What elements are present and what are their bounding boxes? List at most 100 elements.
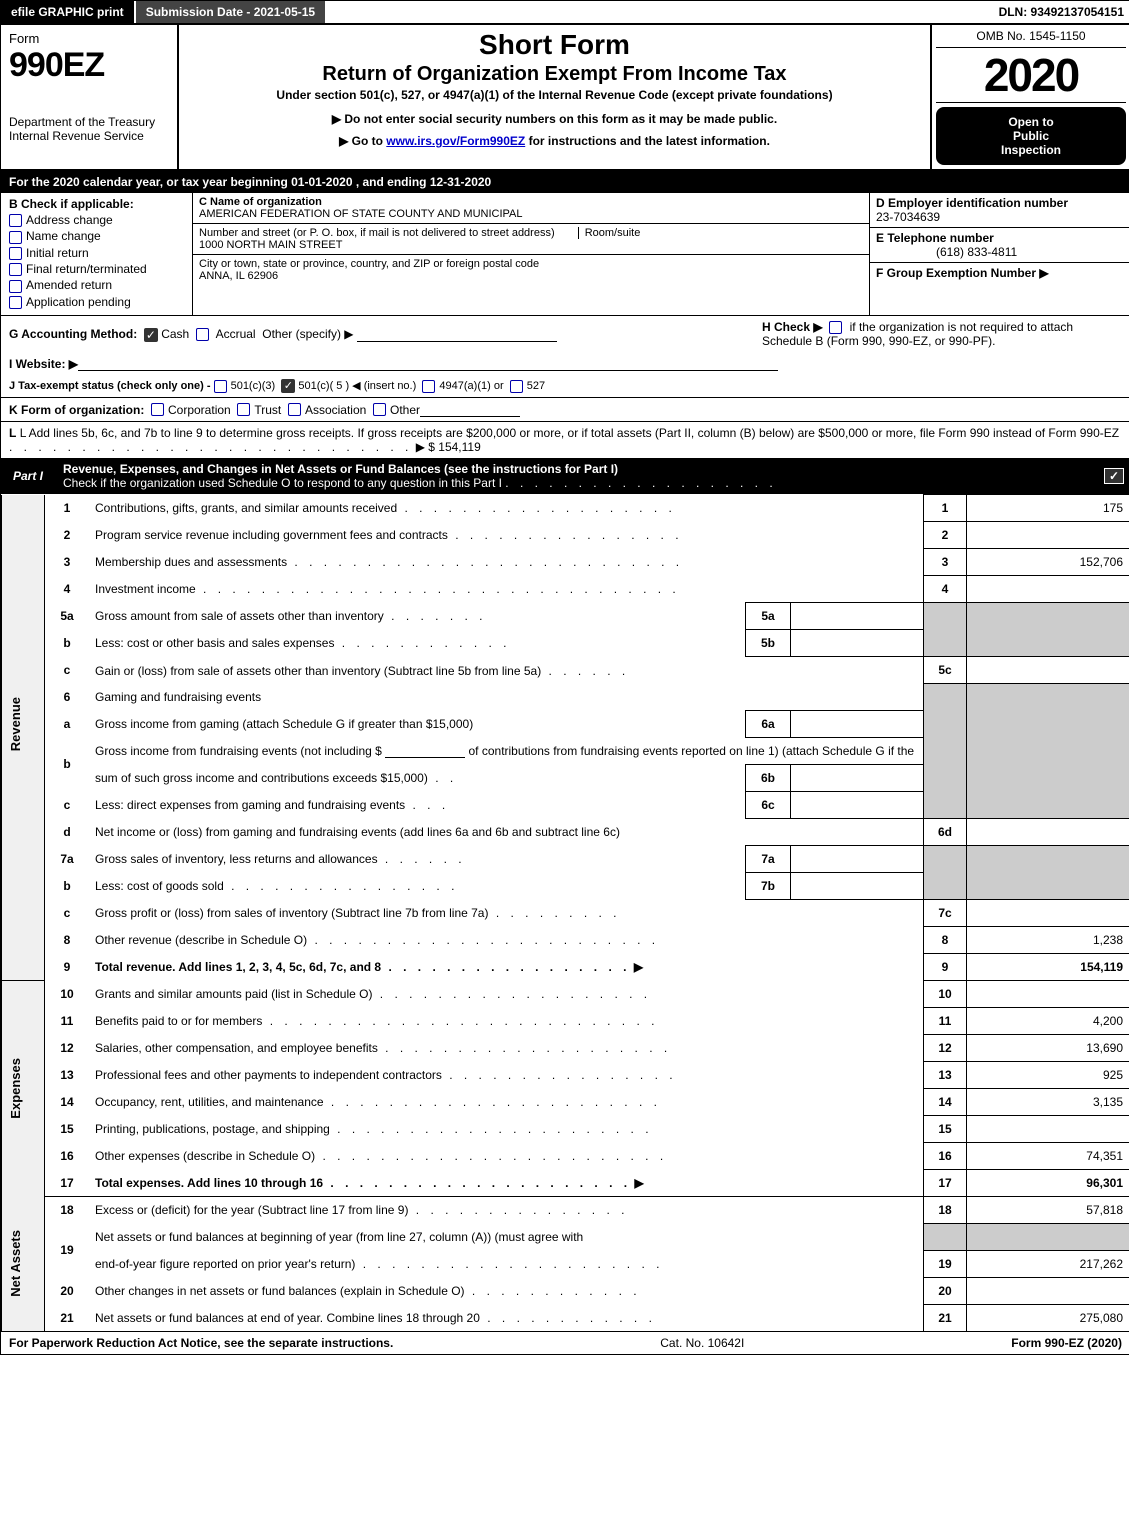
- line-16-amount: 74,351: [967, 1142, 1129, 1169]
- line-4-desc: Investment income: [95, 582, 196, 596]
- line-7b-box: 7b: [746, 872, 791, 899]
- grey-cell: [924, 845, 967, 899]
- line-19-amount: 217,262: [967, 1250, 1129, 1277]
- check-address-change[interactable]: [9, 214, 22, 227]
- line-6a-desc: Gross income from gaming (attach Schedul…: [95, 717, 473, 731]
- line-4-mid: 4: [924, 576, 967, 603]
- check-501c3[interactable]: [214, 380, 227, 393]
- check-initial-return[interactable]: [9, 247, 22, 260]
- period-row: For the 2020 calendar year, or tax year …: [1, 171, 1129, 193]
- line-5c-amount: [967, 657, 1129, 684]
- opt-trust: Trust: [254, 403, 281, 417]
- table-row: 11 Benefits paid to or for members . . .…: [2, 1007, 1129, 1034]
- line-5a-box: 5a: [746, 603, 791, 630]
- city-label: City or town, state or province, country…: [199, 258, 539, 270]
- check-trust[interactable]: [237, 403, 250, 416]
- line-5b-val: [791, 630, 924, 657]
- line-20-mid: 20: [924, 1277, 967, 1304]
- omb-number: OMB No. 1545-1150: [936, 29, 1126, 48]
- opt-cash: Cash: [161, 327, 189, 341]
- part-i-header: Part I Revenue, Expenses, and Changes in…: [1, 458, 1129, 494]
- check-527[interactable]: [510, 380, 523, 393]
- line-11-mid: 11: [924, 1007, 967, 1034]
- line-17-desc: Total expenses. Add lines 10 through 16: [95, 1176, 323, 1190]
- c-label: C Name of organization: [199, 196, 322, 208]
- line-21-desc: Net assets or fund balances at end of ye…: [95, 1311, 480, 1325]
- line-1-desc: Contributions, gifts, grants, and simila…: [95, 501, 397, 515]
- grey-cell: [967, 1223, 1129, 1250]
- line-6b-desc1: Gross income from fundraising events (no…: [95, 744, 382, 758]
- opt-address-change: Address change: [26, 213, 113, 227]
- opt-other-org: Other: [390, 403, 420, 417]
- other-specify-input[interactable]: [357, 327, 557, 342]
- line-18-amount: 57,818: [967, 1196, 1129, 1223]
- part-i-check[interactable]: ✓: [1104, 468, 1124, 484]
- line-16-num: 16: [45, 1142, 90, 1169]
- other-org-input[interactable]: [420, 402, 520, 417]
- check-association[interactable]: [288, 403, 301, 416]
- dept-treasury: Department of the Treasury: [9, 115, 169, 129]
- opt-accrual: Accrual: [216, 327, 256, 341]
- line-6b-input[interactable]: [385, 743, 465, 758]
- line-7a-val: [791, 845, 924, 872]
- line-6-num: 6: [45, 684, 90, 711]
- check-amended-return[interactable]: [9, 280, 22, 293]
- grey-cell: [967, 603, 1129, 657]
- table-row: d Net income or (loss) from gaming and f…: [2, 818, 1129, 845]
- check-application-pending[interactable]: [9, 296, 22, 309]
- table-row: 2 Program service revenue including gove…: [2, 522, 1129, 549]
- block-b: B Check if applicable: Address change Na…: [1, 193, 193, 315]
- ssn-warning: ▶ Do not enter social security numbers o…: [189, 112, 920, 126]
- k-label: K Form of organization:: [9, 403, 144, 417]
- line-3-amount: 152,706: [967, 549, 1129, 576]
- efile-print-button[interactable]: efile GRAPHIC print: [1, 1, 134, 23]
- line-13-mid: 13: [924, 1061, 967, 1088]
- check-corporation[interactable]: [151, 403, 164, 416]
- section-l: L L Add lines 5b, 6c, and 7b to line 9 t…: [1, 422, 1129, 458]
- line-6c-num: c: [45, 791, 90, 818]
- line-8-num: 8: [45, 926, 90, 953]
- check-501c[interactable]: ✓: [281, 379, 295, 393]
- line-11-amount: 4,200: [967, 1007, 1129, 1034]
- check-name-change[interactable]: [9, 231, 22, 244]
- table-row: Net Assets 18 Excess or (deficit) for th…: [2, 1196, 1129, 1223]
- footer: For Paperwork Reduction Act Notice, see …: [1, 1332, 1129, 1354]
- open-line2: Public: [940, 129, 1122, 143]
- grey-cell: [967, 684, 1129, 819]
- check-final-return[interactable]: [9, 263, 22, 276]
- line-6d-amount: [967, 818, 1129, 845]
- submission-date-box: Submission Date - 2021-05-15: [136, 1, 325, 23]
- website-input[interactable]: [78, 356, 778, 371]
- line-18-desc: Excess or (deficit) for the year (Subtra…: [95, 1203, 408, 1217]
- check-4947[interactable]: [422, 380, 435, 393]
- check-cash[interactable]: ✓: [144, 328, 158, 342]
- line-14-desc: Occupancy, rent, utilities, and maintena…: [95, 1095, 324, 1109]
- line-3-desc: Membership dues and assessments: [95, 555, 287, 569]
- goto-link-row: ▶ Go to www.irs.gov/Form990EZ for instru…: [189, 134, 920, 148]
- grey-cell: [967, 845, 1129, 899]
- street-address: 1000 NORTH MAIN STREET: [199, 239, 342, 251]
- line-10-desc: Grants and similar amounts paid (list in…: [95, 987, 372, 1001]
- line-19-mid: 19: [924, 1250, 967, 1277]
- line-5c-mid: 5c: [924, 657, 967, 684]
- f-label: F Group Exemption Number ▶: [876, 266, 1049, 280]
- table-row: 6 Gaming and fundraising events: [2, 684, 1129, 711]
- line-7c-desc: Gross profit or (loss) from sales of inv…: [95, 906, 488, 920]
- opt-initial-return: Initial return: [26, 246, 89, 260]
- line-5b-desc: Less: cost or other basis and sales expe…: [95, 636, 334, 650]
- check-other-org[interactable]: [373, 403, 386, 416]
- block-b-header: B Check if applicable:: [9, 197, 184, 211]
- dept-irs: Internal Revenue Service: [9, 129, 169, 143]
- line-2-amount: [967, 522, 1129, 549]
- irs-link[interactable]: www.irs.gov/Form990EZ: [386, 134, 525, 148]
- check-h[interactable]: [829, 321, 842, 334]
- info-block: B Check if applicable: Address change Na…: [1, 193, 1129, 316]
- check-accrual[interactable]: [196, 328, 209, 341]
- line-6c-box: 6c: [746, 791, 791, 818]
- line-11-desc: Benefits paid to or for members: [95, 1014, 262, 1028]
- tax-year: 2020: [936, 48, 1126, 103]
- line-12-amount: 13,690: [967, 1034, 1129, 1061]
- part-i-title: Revenue, Expenses, and Changes in Net As…: [63, 462, 618, 476]
- line-7a-num: 7a: [45, 845, 90, 872]
- line-7b-desc: Less: cost of goods sold: [95, 879, 224, 893]
